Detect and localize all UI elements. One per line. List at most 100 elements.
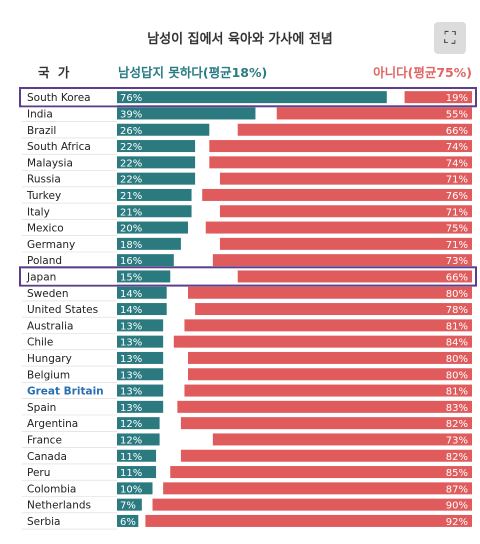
no-bar [237,270,472,283]
no-value-label: 71% [446,240,468,251]
no-bar [195,303,472,316]
yes-value-label: 21% [120,191,142,202]
no-value-label: 85% [446,468,468,479]
yes-bar [117,91,387,104]
country-label: South Korea [27,92,91,104]
yes-value-label: 12% [120,435,142,446]
no-value-label: 73% [446,435,468,446]
yes-value-label: 12% [120,419,142,430]
country-label: Canada [27,451,67,463]
yes-value-label: 13% [120,403,142,414]
no-bar [188,351,472,364]
yes-bar [117,335,164,348]
yes-bar [117,286,167,299]
yes-bar [117,514,139,527]
no-bar [219,172,472,185]
no-value-label: 74% [446,158,468,169]
country-label: Spain [27,402,56,414]
country-label: Malaysia [27,157,73,169]
no-bar [180,417,472,430]
country-label: Australia [27,320,73,332]
yes-value-label: 21% [120,207,142,218]
no-bar [188,286,472,299]
yes-bar [117,188,192,201]
yes-bar [117,433,160,446]
no-value-label: 75% [446,224,468,235]
no-bar [184,319,472,332]
country-label: Turkey [26,190,61,202]
yes-bar [117,384,164,397]
no-value-label: 80% [446,370,468,381]
no-bar [276,107,472,120]
yes-value-label: 14% [120,289,142,300]
country-label: Germany [27,239,75,251]
country-label: United States [27,304,98,316]
yes-bar [117,449,157,462]
yes-bar [117,254,174,267]
country-label: Netherlands [27,500,91,512]
country-label: India [27,108,53,120]
yes-bar [117,351,164,364]
yes-value-label: 13% [120,354,142,365]
yes-bar [117,466,157,479]
no-bar [212,254,472,267]
no-value-label: 78% [446,305,468,316]
yes-value-label: 20% [120,224,142,235]
no-value-label: 80% [446,289,468,300]
yes-value-label: 22% [120,142,142,153]
yes-value-label: 39% [120,109,142,120]
country-label: Brazil [27,125,56,137]
no-bar [219,205,472,218]
no-bar [163,482,472,495]
no-bar [209,156,473,169]
yes-bar [117,498,142,511]
country-label: Chile [27,337,53,349]
country-label: Hungary [27,353,72,365]
no-bar [237,123,472,136]
yes-value-label: 10% [120,484,142,495]
no-bar [173,335,473,348]
no-value-label: 92% [446,517,468,528]
country-label: Argentina [27,418,78,430]
no-value-label: 87% [446,484,468,495]
yes-bar [117,270,171,283]
no-value-label: 66% [446,126,468,137]
no-value-label: 82% [446,419,468,430]
country-header: 국 가 [38,65,72,80]
yes-bar [117,237,181,250]
country-label: Russia [27,174,61,186]
country-label: Sweden [27,288,69,300]
country-label: Japan [26,271,56,283]
no-value-label: 71% [446,175,468,186]
no-value-label: 80% [446,354,468,365]
yes-value-label: 26% [120,126,142,137]
yes-bar [117,172,196,185]
no-bar [188,368,472,381]
yes-bar [117,368,164,381]
yes-value-label: 22% [120,175,142,186]
yes-value-label: 6% [120,517,136,528]
country-label: Serbia [27,516,60,528]
no-bar [152,498,472,511]
country-label: Mexico [27,223,64,235]
no-value-label: 73% [446,256,468,267]
yes-value-label: 15% [120,272,142,283]
highlight-box [19,87,477,108]
country-label: Belgium [27,369,70,381]
country-label: South Africa [27,141,91,153]
no-bar [404,91,472,104]
yes-value-label: 7% [120,501,136,512]
no-bar [170,466,472,479]
yes-bar [117,482,153,495]
expand-button[interactable]: ⛶ [434,22,466,54]
yes-bar [117,400,164,413]
no-bar [205,221,472,234]
no-bar [212,433,472,446]
no-value-label: 81% [446,387,468,398]
yes-header: 남성답지 못하다(평균18%) [118,65,268,80]
yes-bar [117,140,196,153]
country-label: Poland [27,255,62,267]
country-label: Italy [27,206,50,218]
yes-bar [117,303,167,316]
no-bar [180,449,472,462]
